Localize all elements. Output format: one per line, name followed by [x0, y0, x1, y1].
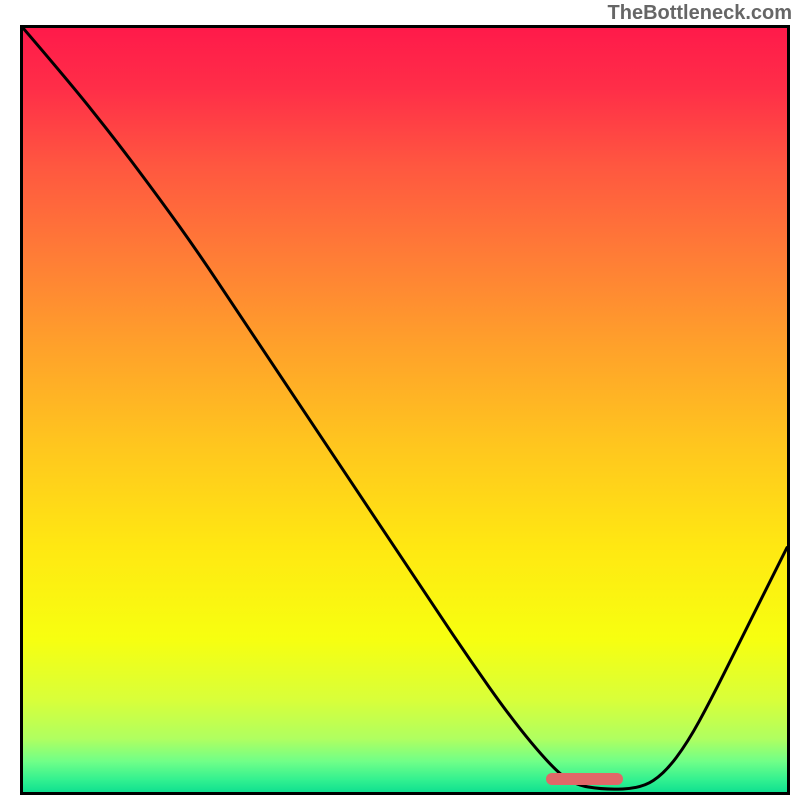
- chart-curve: [23, 28, 787, 792]
- watermark-text: TheBottleneck.com: [608, 2, 792, 25]
- chart-frame: [20, 25, 790, 795]
- chart-marker: [546, 773, 622, 785]
